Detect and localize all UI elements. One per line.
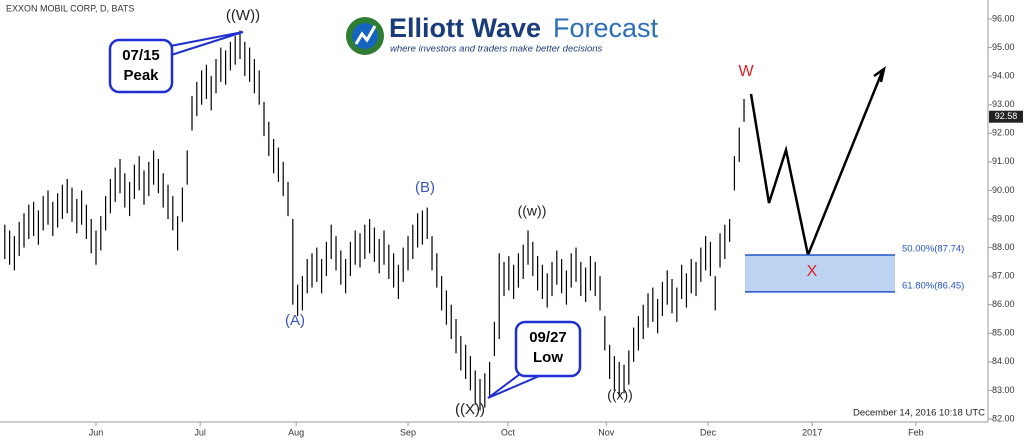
x-tick-label: Sep bbox=[400, 427, 416, 437]
y-tick-label: 89.00 bbox=[992, 213, 1015, 223]
wave-label: W bbox=[738, 63, 754, 80]
chart-title: EXXON MOBIL CORP, D, BATS bbox=[6, 3, 134, 13]
y-tick-label: 84.00 bbox=[992, 356, 1015, 366]
y-tick-label: 95.00 bbox=[992, 42, 1015, 52]
y-tick-label: 96.00 bbox=[992, 13, 1015, 23]
wave-label: X bbox=[807, 263, 818, 280]
logo: Elliott Wave Forecast where investors an… bbox=[346, 13, 659, 55]
logo-tagline: where investors and traders make better … bbox=[390, 44, 603, 55]
y-tick-label: 92.00 bbox=[992, 128, 1015, 138]
wave-label: ((X)) bbox=[455, 401, 485, 418]
projection-line bbox=[749, 71, 884, 260]
last-price-box bbox=[989, 110, 1023, 123]
y-tick-label: 90.00 bbox=[992, 185, 1015, 195]
y-tick-label: 91.00 bbox=[992, 156, 1015, 166]
fib-zone bbox=[745, 255, 895, 292]
callout-text: 07/15 bbox=[122, 47, 160, 64]
callout-box bbox=[514, 320, 582, 378]
callout-text: Peak bbox=[123, 67, 159, 84]
logo-name-light: Forecast bbox=[553, 13, 659, 43]
logo-name: Elliott Wave bbox=[389, 13, 541, 43]
y-tick-label: 83.00 bbox=[992, 385, 1015, 395]
y-tick-label: 85.00 bbox=[992, 328, 1015, 338]
x-tick-label: 2017 bbox=[802, 427, 822, 437]
logo-icon-arrow bbox=[354, 25, 377, 45]
x-tick-label: Feb bbox=[908, 427, 924, 437]
callout-text: Low bbox=[533, 349, 563, 366]
wave-label: ((w)) bbox=[518, 203, 547, 219]
wave-label: ((W)) bbox=[226, 7, 260, 24]
y-tick-label: 93.00 bbox=[992, 99, 1015, 109]
projection-arrowhead bbox=[873, 66, 886, 83]
y-tick-label: 88.00 bbox=[992, 242, 1015, 252]
x-tick-label: Oct bbox=[501, 427, 516, 437]
callout-text: 09/27 bbox=[529, 329, 567, 346]
projection-path bbox=[749, 66, 886, 260]
y-tick-label: 82.00 bbox=[992, 413, 1015, 423]
timestamp-visible: December 14, 2016 10:18 UTC bbox=[853, 408, 985, 419]
wave-label: (B) bbox=[415, 179, 435, 196]
callout-pointer bbox=[159, 31, 244, 57]
y-tick-label: 86.00 bbox=[992, 299, 1015, 309]
wave-label: (A) bbox=[285, 312, 305, 329]
x-tick-label: Dec bbox=[700, 427, 717, 437]
x-tick-label: Aug bbox=[288, 427, 304, 437]
x-tick-label: Nov bbox=[598, 427, 615, 437]
wave-label: ((x)) bbox=[607, 387, 633, 403]
callout-box bbox=[108, 38, 174, 94]
y-tick-label: 94.00 bbox=[992, 71, 1015, 81]
x-tick-label: Jul bbox=[194, 427, 206, 437]
fib-label: 61.80%(86.45) bbox=[902, 280, 964, 291]
fib-label: 50.00%(87.74) bbox=[902, 244, 964, 255]
y-tick-label: 87.00 bbox=[992, 271, 1015, 281]
x-tick-label: Jun bbox=[89, 427, 104, 437]
last-price-label: 92.58 bbox=[995, 111, 1018, 121]
